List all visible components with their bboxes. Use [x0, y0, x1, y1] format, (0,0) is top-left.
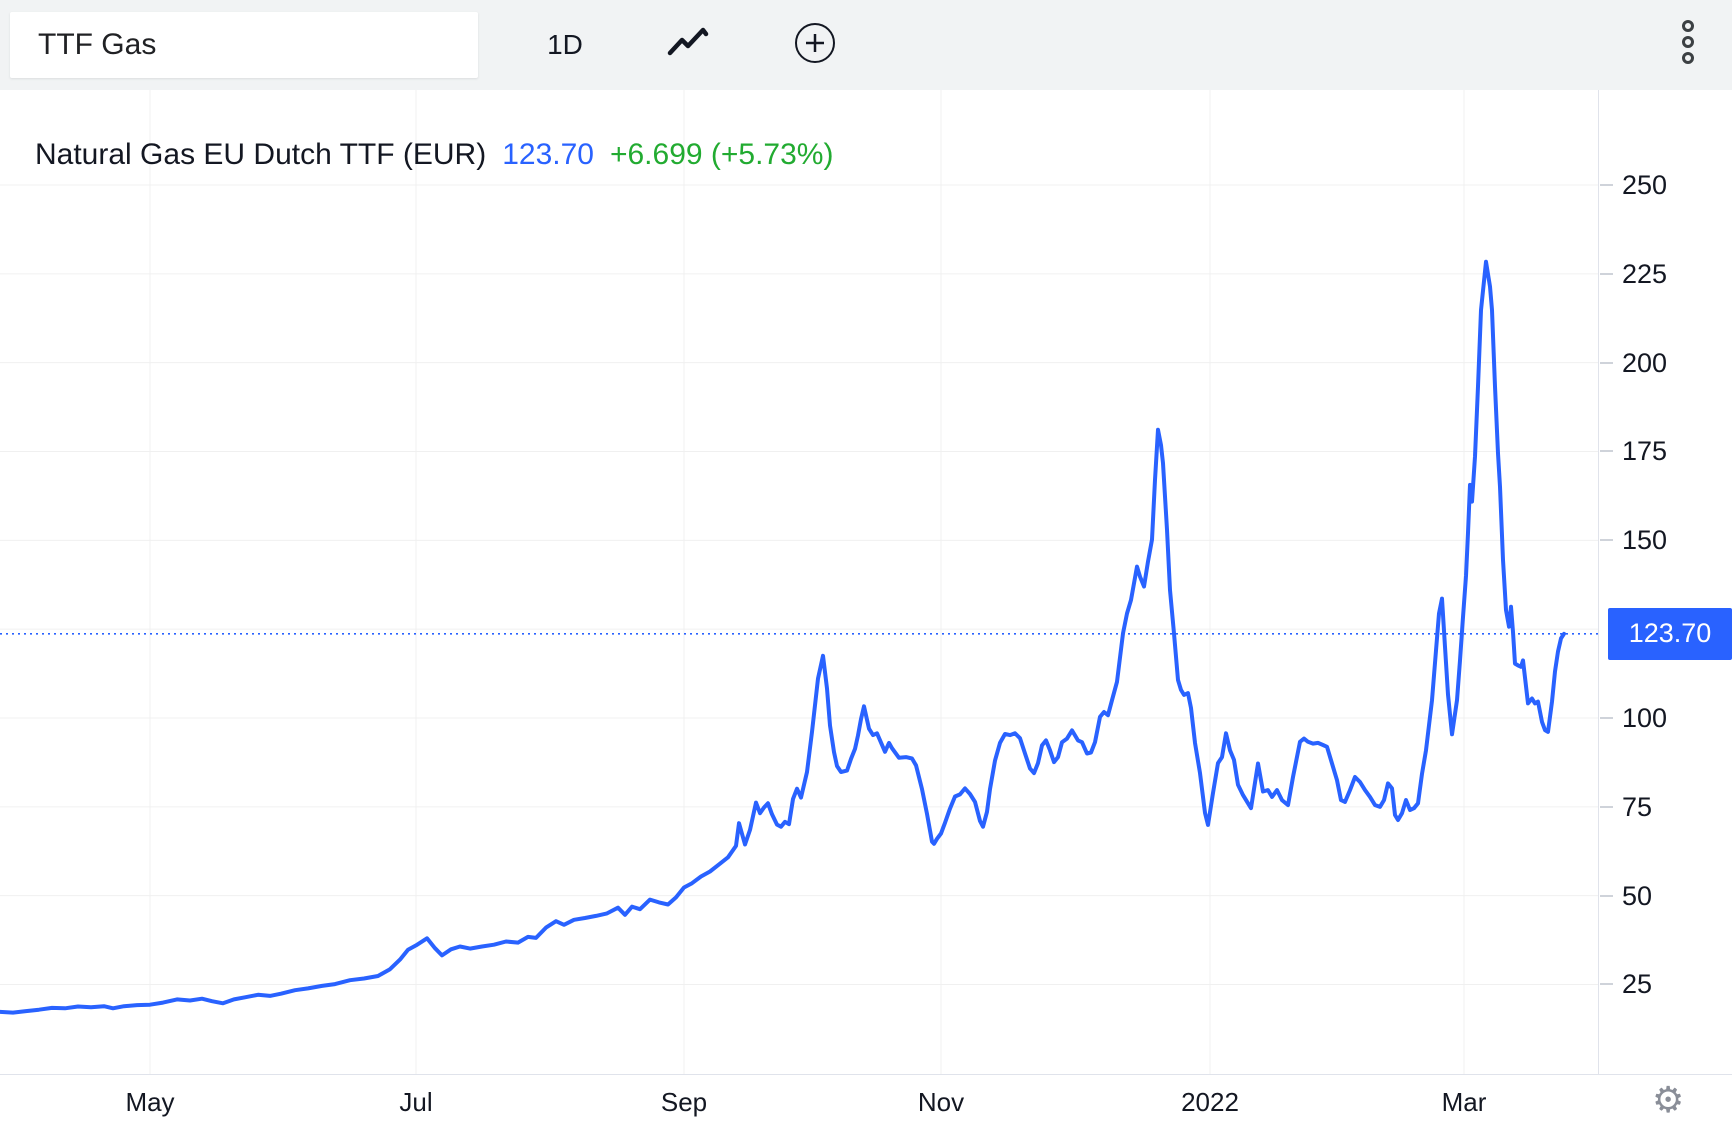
plus-circle-icon — [793, 21, 837, 70]
last-price-value: 123.70 — [502, 138, 594, 171]
price-line-chart — [0, 90, 1598, 1074]
y-axis-label: 225 — [1622, 258, 1668, 289]
x-axis-label: Jul — [399, 1087, 433, 1117]
y-axis-label: 200 — [1622, 347, 1668, 378]
y-axis-tick — [1600, 805, 1613, 808]
time-scale[interactable]: May Jul Sep Nov 2022 Mar — [0, 1075, 1732, 1130]
y-axis-tick — [1600, 716, 1613, 719]
chart-style-button[interactable] — [650, 0, 730, 90]
y-axis-tick — [1600, 450, 1613, 453]
y-axis-label: 150 — [1622, 525, 1668, 556]
y-axis-tick — [1600, 894, 1613, 897]
compare-add-button[interactable] — [775, 0, 855, 90]
y-axis-tick — [1600, 184, 1613, 186]
x-axis-label: May — [125, 1087, 175, 1117]
y-axis-label: 250 — [1622, 170, 1668, 200]
x-axis-label: Sep — [660, 1087, 708, 1117]
interval-button[interactable]: 1D — [520, 0, 610, 90]
symbol-search-input[interactable] — [10, 12, 478, 78]
x-axis-label: Nov — [917, 1087, 965, 1117]
y-axis-label: 75 — [1622, 791, 1653, 822]
price-line-series — [0, 259, 1566, 1015]
y-axis-tick — [1600, 983, 1613, 986]
more-menu-button[interactable] — [1660, 0, 1716, 90]
price-scale[interactable]: 123.70 250 225 200 175 150 100 75 50 25 — [1598, 90, 1732, 1074]
y-axis-label: 100 — [1622, 702, 1668, 733]
chart-legend: Natural Gas EU Dutch TTF (EUR) 123.70 +6… — [35, 134, 833, 176]
price-change-value: +6.699 (+5.73%) — [609, 138, 834, 171]
time-scale-border — [0, 1074, 1732, 1075]
y-axis-tick — [1600, 539, 1613, 542]
chart-plot-area[interactable] — [0, 90, 1598, 1074]
toolbar: 1D — [0, 0, 1732, 90]
x-axis-label: 2022 — [1181, 1087, 1239, 1117]
symbol-search-box[interactable] — [10, 12, 478, 78]
settings-gear-icon[interactable]: ⚙ — [1652, 1079, 1685, 1120]
last-price-label: 123.70 — [1608, 607, 1732, 660]
y-axis-label: 175 — [1622, 436, 1668, 467]
x-axis-label: Mar — [1441, 1087, 1487, 1117]
y-axis-tick — [1600, 361, 1613, 364]
y-axis-tick — [1600, 272, 1613, 275]
symbol-title[interactable]: Natural Gas EU Dutch TTF (EUR) — [35, 138, 487, 171]
kebab-menu-icon — [1678, 18, 1698, 73]
y-axis-label: 50 — [1622, 880, 1653, 911]
price-scale-border — [1598, 90, 1599, 1074]
line-chart-icon — [667, 26, 713, 65]
interval-label: 1D — [547, 29, 583, 60]
y-axis-label: 25 — [1622, 969, 1653, 1000]
